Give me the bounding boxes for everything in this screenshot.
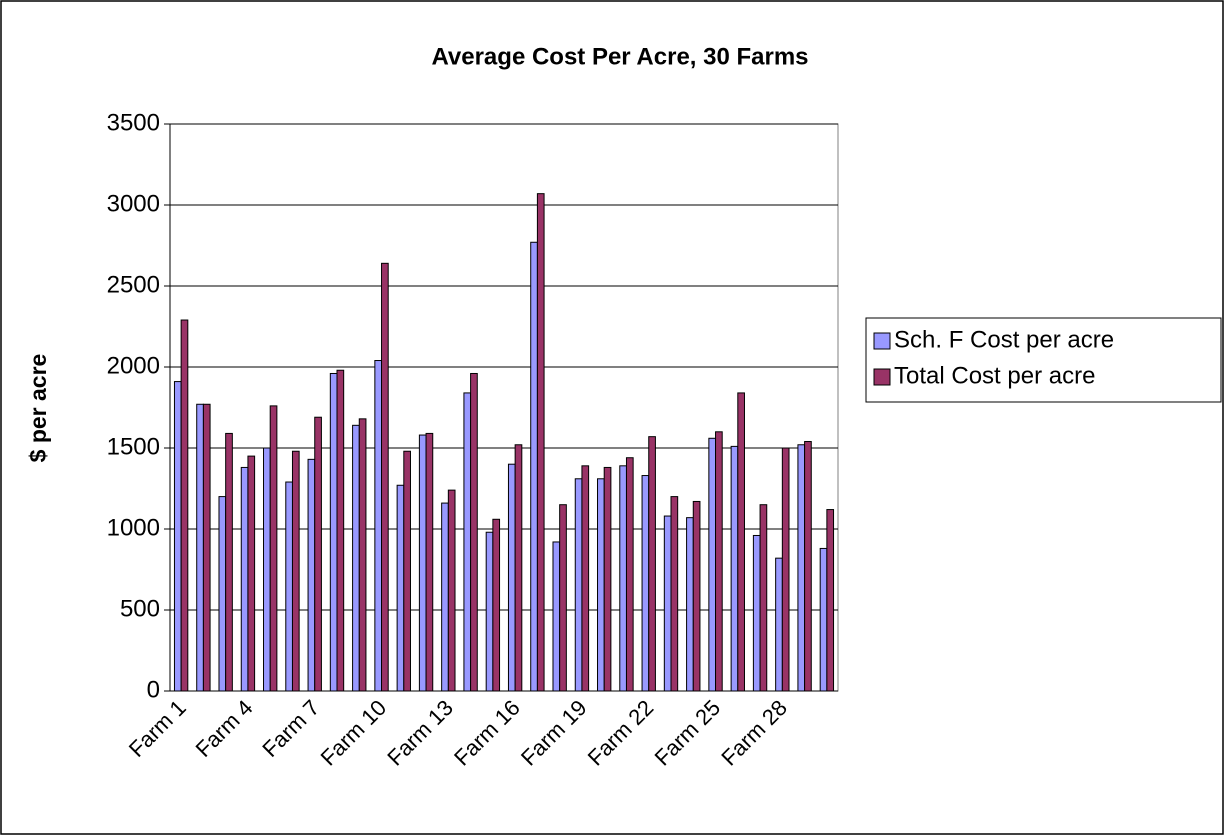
bar	[196, 403, 204, 692]
y-tick-label: 1500	[107, 433, 160, 460]
bar	[536, 193, 545, 692]
bar	[597, 478, 605, 692]
bar	[737, 392, 745, 692]
chart-title: Average Cost Per Acre, 30 Farms	[431, 43, 808, 70]
bar	[581, 465, 590, 692]
y-tick-label: 2500	[107, 271, 160, 298]
bar	[625, 457, 634, 692]
bar	[291, 450, 300, 692]
y-tick-label: 1000	[107, 514, 160, 541]
bar	[514, 444, 523, 692]
bar	[752, 534, 761, 692]
bar	[218, 496, 227, 692]
bar	[485, 531, 494, 692]
bar	[648, 436, 656, 692]
bar	[470, 372, 478, 692]
bar	[425, 432, 434, 692]
bar	[269, 405, 278, 692]
y-tick-label: 3000	[107, 190, 160, 217]
bar	[263, 447, 271, 692]
bar	[352, 424, 360, 692]
bar	[686, 517, 694, 692]
bar	[507, 463, 516, 692]
bar	[418, 434, 427, 692]
y-tick-label: 2000	[107, 352, 160, 379]
bar	[730, 445, 739, 692]
bar	[240, 466, 249, 692]
bar	[530, 241, 538, 692]
bar	[670, 496, 679, 692]
bar	[559, 504, 567, 692]
bar	[641, 475, 650, 692]
bar	[173, 381, 182, 692]
legend-box	[865, 317, 1222, 403]
legend-swatch	[873, 368, 891, 386]
bar	[819, 547, 828, 692]
bar	[441, 502, 449, 692]
bar	[797, 444, 806, 692]
legend-label: Sch. F Cost per acre	[894, 326, 1114, 353]
y-axis-label: $ per acre	[25, 354, 51, 463]
bar	[826, 509, 835, 692]
bar	[314, 416, 322, 692]
legend-label: Total Cost per acre	[894, 362, 1095, 389]
y-tick-label: 500	[120, 595, 160, 622]
bar	[463, 392, 472, 692]
bar	[715, 431, 723, 692]
bar	[759, 504, 768, 692]
bar	[307, 458, 316, 692]
bar	[247, 455, 256, 692]
bar	[552, 541, 561, 692]
legend-swatch	[873, 332, 891, 350]
bar	[358, 418, 367, 692]
bar	[447, 489, 456, 692]
bar	[202, 403, 211, 692]
bar	[804, 441, 812, 692]
bar	[708, 437, 717, 692]
bar	[663, 515, 672, 692]
bar	[619, 465, 627, 692]
bar	[692, 500, 701, 692]
bar	[180, 319, 189, 692]
y-tick-label: 0	[147, 676, 160, 703]
bar	[781, 447, 790, 692]
bar	[574, 478, 583, 692]
bar	[775, 557, 783, 692]
bar	[374, 360, 383, 692]
bar	[285, 481, 293, 692]
bar	[381, 262, 389, 692]
plot-area	[169, 123, 839, 692]
bar	[403, 450, 411, 692]
bar	[396, 484, 405, 692]
bar	[225, 432, 233, 692]
bar	[329, 372, 338, 692]
bar	[603, 466, 612, 692]
y-tick-label: 3500	[107, 109, 160, 136]
bar	[492, 518, 501, 692]
bar	[336, 369, 345, 692]
